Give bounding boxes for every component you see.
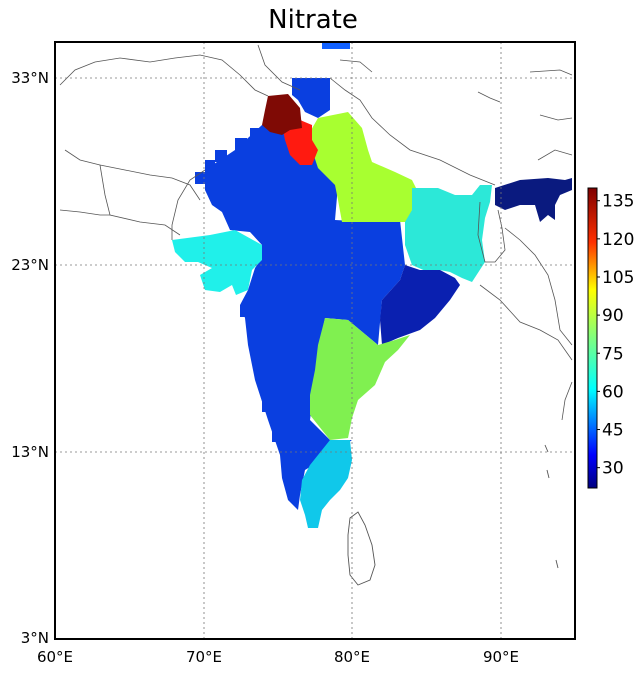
- region-odisha: [380, 265, 460, 345]
- lon-axis: 60°E 70°E 80°E 90°E: [37, 648, 519, 666]
- colorbar-tick-label: 90: [602, 306, 624, 326]
- lon-tick-70: 70°E: [186, 648, 222, 666]
- lon-tick-80: 80°E: [334, 648, 370, 666]
- map-title: Nitrate: [268, 5, 358, 35]
- region-up-plain: [310, 112, 418, 222]
- region-gujarat: [172, 230, 262, 295]
- lon-tick-60: 60°E: [37, 648, 73, 666]
- colorbar-ticks: 135 120 105 90 75 60 45 30: [597, 192, 634, 479]
- lat-tick-33: 33°N: [11, 69, 49, 87]
- lon-tick-90: 90°E: [483, 648, 519, 666]
- map-frame: [54, 41, 576, 640]
- region-kashmir: [262, 94, 302, 135]
- region-bengal: [405, 185, 492, 282]
- colorbar-gradient: [587, 187, 598, 489]
- region-tibet-top: [322, 42, 350, 49]
- grid-cell-edges: [195, 128, 300, 490]
- gridlines: [55, 42, 575, 639]
- region-central-india: [205, 115, 405, 510]
- lat-axis: 33°N 23°N 13°N 3°N: [11, 69, 49, 647]
- colorbar-tick-label: 120: [602, 230, 634, 250]
- region-northeast: [495, 178, 572, 222]
- colorbar-tick-label: 45: [602, 421, 624, 441]
- andaman-islands: [544, 444, 559, 569]
- colorbar-tick-label: 30: [602, 459, 624, 479]
- colorbar: 135 120 105 90 75 60 45 30: [587, 187, 634, 489]
- colorbar-tick-label: 60: [602, 382, 624, 402]
- map-area: [54, 41, 576, 640]
- lat-tick-3: 3°N: [21, 629, 49, 647]
- region-andhra: [310, 318, 410, 440]
- colorbar-tick-label: 75: [602, 344, 624, 364]
- colorbar-tick-label: 135: [602, 192, 634, 212]
- nitrate-field: [172, 42, 572, 528]
- borders: [59, 44, 573, 421]
- lat-tick-13: 13°N: [11, 443, 49, 461]
- sri-lanka: [347, 511, 376, 586]
- lat-tick-23: 23°N: [11, 256, 49, 274]
- colorbar-tick-label: 105: [602, 268, 634, 288]
- region-himachal: [292, 78, 330, 118]
- region-tamil-nadu: [300, 440, 352, 528]
- region-punjab: [282, 120, 318, 165]
